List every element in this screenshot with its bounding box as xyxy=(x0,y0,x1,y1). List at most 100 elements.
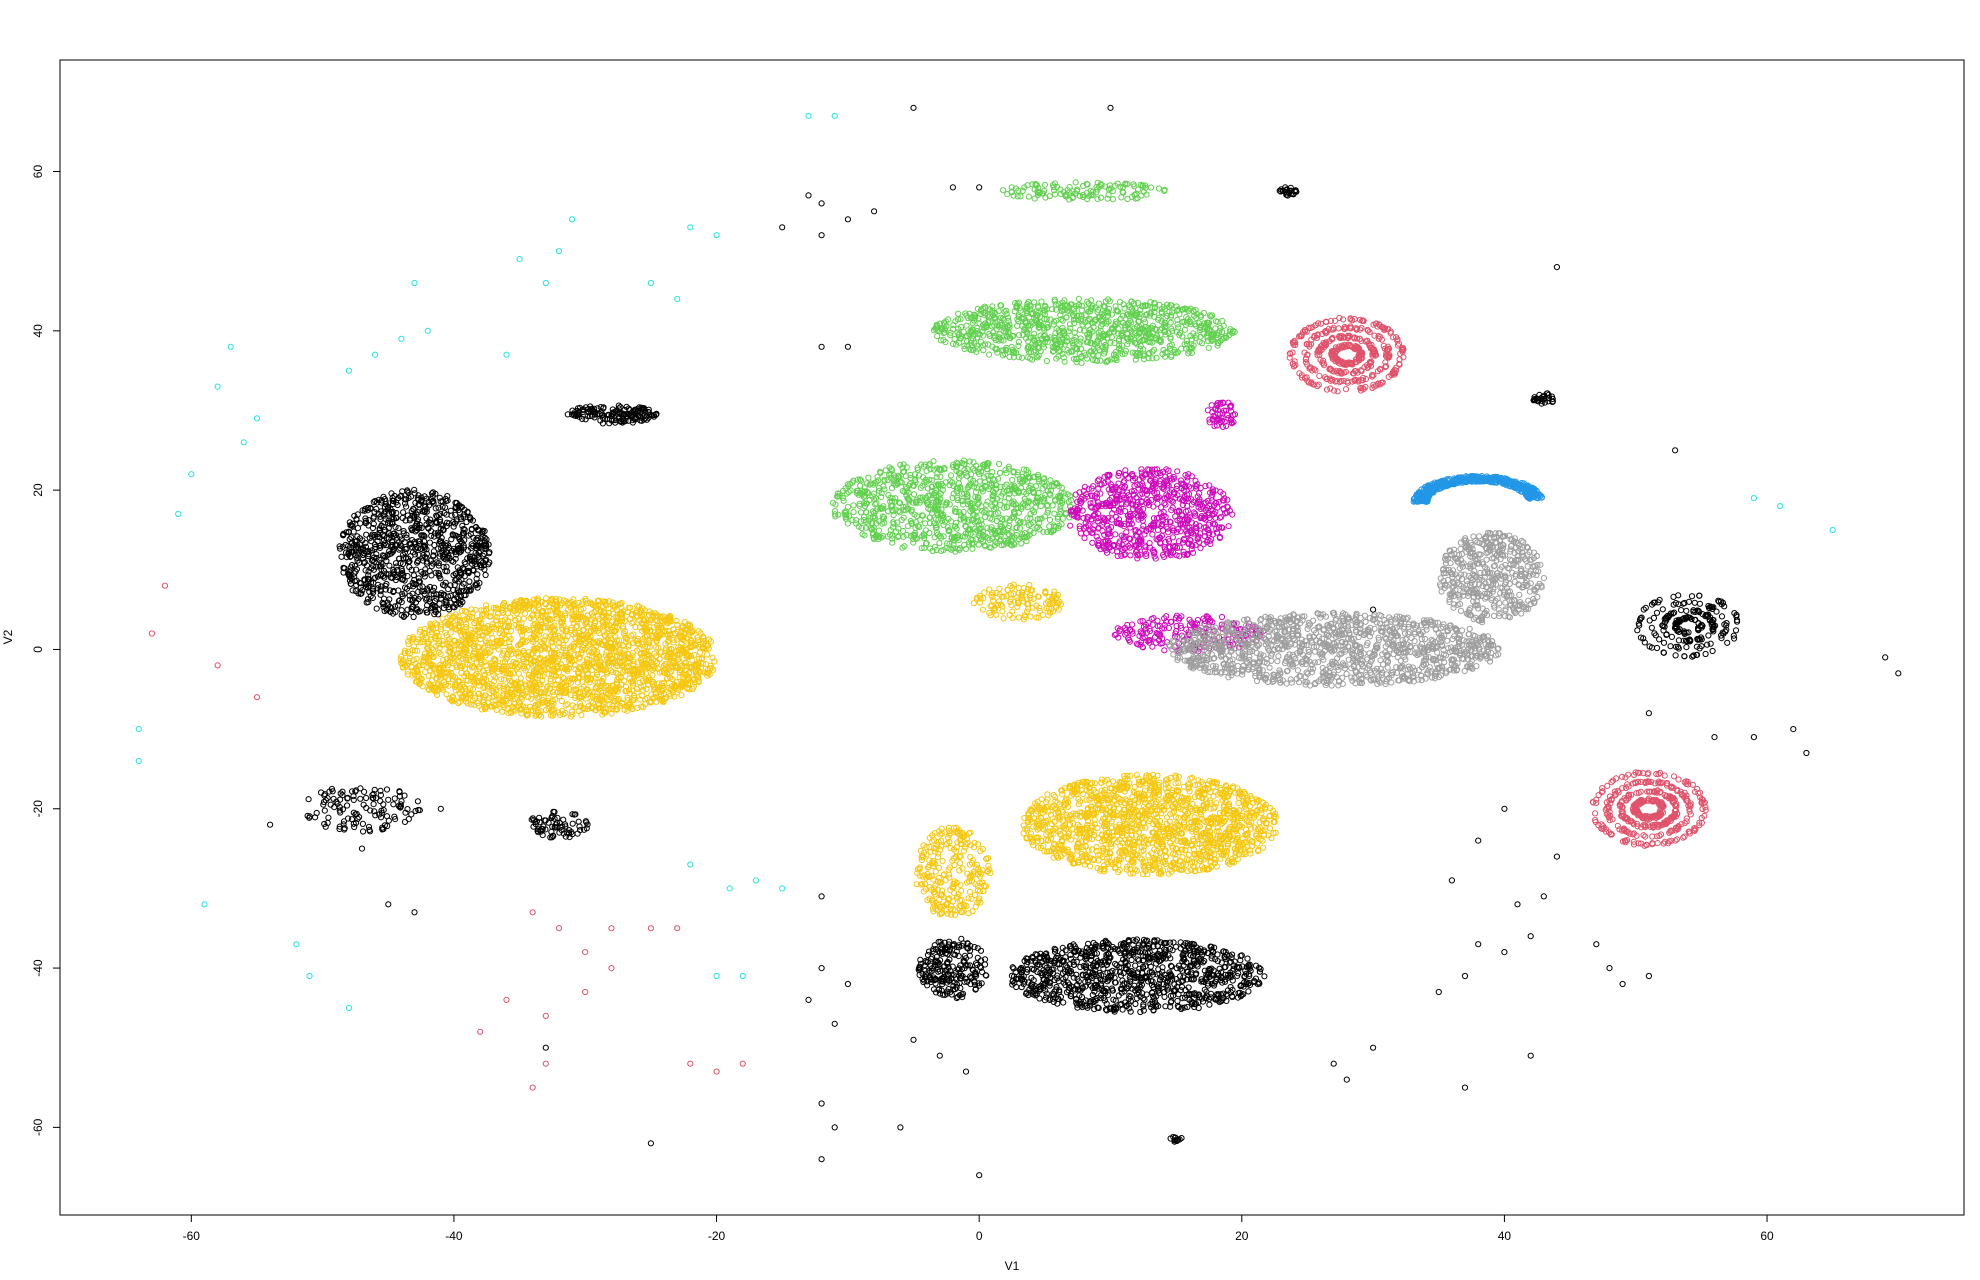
data-point xyxy=(463,677,470,684)
data-point xyxy=(1267,825,1274,832)
data-point xyxy=(638,671,645,678)
data-point xyxy=(628,632,635,639)
data-point xyxy=(587,688,594,695)
data-point xyxy=(620,668,627,675)
data-point xyxy=(673,617,680,625)
data-point xyxy=(639,613,646,620)
data-point xyxy=(1009,615,1016,622)
data-point xyxy=(421,650,429,657)
data-point xyxy=(526,671,533,679)
data-point xyxy=(619,642,627,649)
data-point xyxy=(932,868,939,875)
data-point xyxy=(578,712,585,719)
data-point xyxy=(587,634,594,641)
data-point xyxy=(692,661,699,668)
data-point xyxy=(660,699,667,706)
data-point xyxy=(655,626,662,633)
data-point xyxy=(682,672,689,679)
data-point xyxy=(498,676,505,683)
data-point xyxy=(646,677,653,684)
data-point xyxy=(580,617,587,624)
data-point xyxy=(467,674,474,681)
data-point xyxy=(568,648,575,655)
data-point xyxy=(517,675,525,682)
data-point xyxy=(939,858,946,865)
data-point xyxy=(1000,615,1007,622)
data-point xyxy=(593,707,600,714)
data-point xyxy=(937,831,944,838)
data-point xyxy=(944,910,951,917)
data-point xyxy=(630,619,637,626)
data-point xyxy=(691,651,698,658)
data-point xyxy=(500,676,507,683)
data-point xyxy=(584,706,591,713)
data-point xyxy=(678,692,685,699)
data-point xyxy=(543,595,550,602)
data-point xyxy=(447,629,454,636)
data-point xyxy=(414,647,421,654)
data-point xyxy=(574,651,582,658)
data-point xyxy=(644,617,651,624)
data-point xyxy=(437,626,444,633)
data-point xyxy=(573,687,580,694)
data-point xyxy=(437,621,444,628)
data-point xyxy=(598,641,605,648)
data-point xyxy=(958,887,965,894)
data-point xyxy=(500,650,507,657)
data-point xyxy=(577,663,584,670)
data-point xyxy=(436,494,443,501)
data-point xyxy=(695,678,702,686)
data-point xyxy=(413,638,420,646)
data-point xyxy=(617,601,624,608)
data-point xyxy=(1189,774,1196,781)
data-point xyxy=(704,651,711,658)
data-point xyxy=(537,628,544,635)
data-point xyxy=(566,644,574,651)
data-point xyxy=(507,627,515,635)
data-point xyxy=(1027,830,1035,837)
data-point xyxy=(648,655,655,662)
data-point xyxy=(468,664,475,671)
data-point xyxy=(571,651,578,659)
data-point xyxy=(560,633,567,640)
data-point xyxy=(588,698,595,705)
data-points xyxy=(135,104,1902,1179)
data-point xyxy=(613,669,620,676)
data-point xyxy=(557,689,564,696)
data-point xyxy=(507,636,514,643)
data-point xyxy=(405,638,412,645)
data-point xyxy=(1027,613,1034,620)
data-point xyxy=(576,655,583,662)
data-point xyxy=(448,616,455,623)
data-point xyxy=(476,665,483,672)
data-point xyxy=(618,599,625,607)
data-point xyxy=(574,623,581,630)
data-point xyxy=(481,683,488,691)
data-point xyxy=(338,553,345,560)
data-point xyxy=(613,705,620,713)
data-point xyxy=(432,643,439,650)
data-point xyxy=(700,645,707,652)
data-point xyxy=(979,606,987,613)
data-point xyxy=(603,621,610,628)
data-point xyxy=(500,683,507,690)
data-point xyxy=(440,656,447,664)
data-point xyxy=(548,656,555,663)
data-point xyxy=(558,697,565,705)
data-point xyxy=(547,626,554,633)
data-point xyxy=(572,666,579,673)
data-point xyxy=(406,654,413,661)
data-point xyxy=(409,672,416,679)
data-point xyxy=(426,539,433,546)
data-point xyxy=(1115,805,1123,812)
data-point xyxy=(443,691,450,698)
data-point xyxy=(612,662,619,669)
data-point xyxy=(655,680,662,687)
data-point xyxy=(609,668,616,676)
data-point xyxy=(620,654,628,661)
data-point xyxy=(551,671,558,679)
data-point xyxy=(986,586,993,593)
data-point xyxy=(621,667,629,674)
data-point xyxy=(480,645,487,652)
